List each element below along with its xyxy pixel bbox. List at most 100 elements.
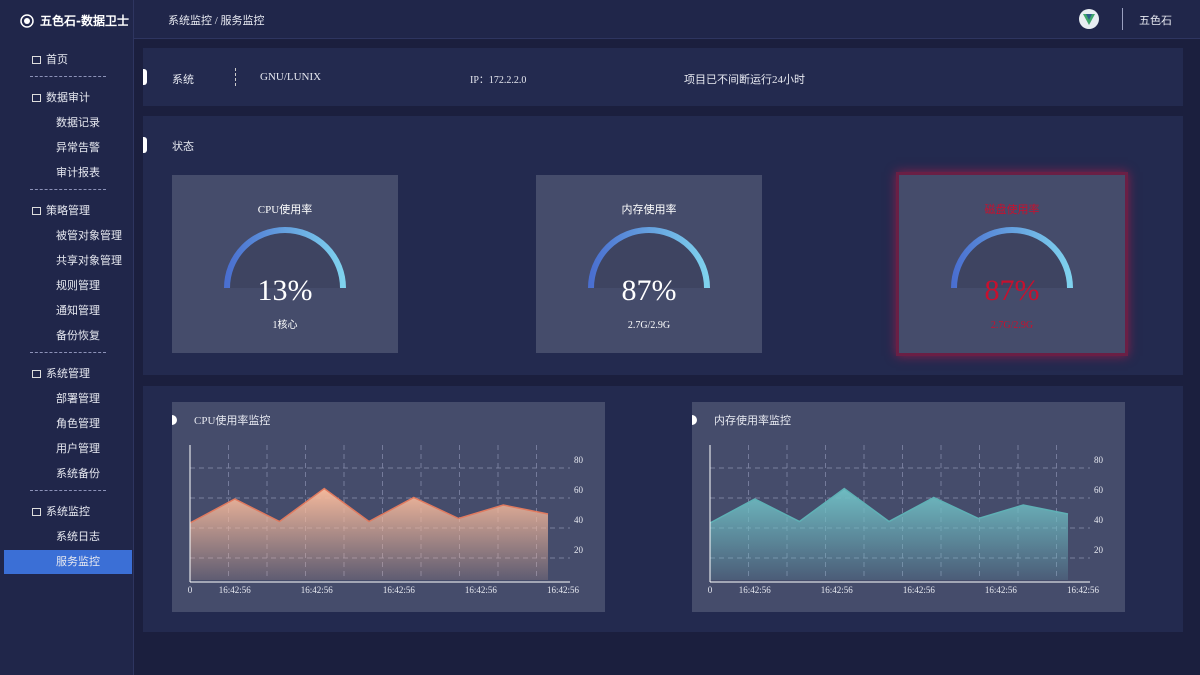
gauge-value: 87% [985,274,1040,307]
chart-card: 内存使用率监控 20 40 60 80 0 16:42:56 16:42:56 16:42:56… [692,402,1125,612]
menu-item[interactable]: 系统日志 [0,525,133,549]
x-tick-label: 0 [708,585,713,595]
x-tick-label: 16:42:56 [903,585,936,595]
menu-label: 数据审计 [46,92,90,104]
chart-title: CPU使用率监控 [194,413,270,427]
system-info: 系统 GNU/LUNIX IP：172.2.2.0 项目已不间断运行24小时 [143,48,1183,106]
menu-label: 策略管理 [46,205,90,217]
menu-label: 备份恢复 [56,330,100,342]
chart-title: 内存使用率监控 [714,413,791,427]
area [190,488,548,580]
x-tick-label: 0 [188,585,193,595]
menu-item[interactable]: 异常告警 [0,136,133,160]
ip: IP：172.2.2.0 [470,75,527,86]
gauge-card: CPU使用率 13% 1核心 [172,175,398,353]
status-panel: 状态 CPU使用率 13% 1核心 内存使用率 87% 2.7G/2.9G 磁盘使用率 87%… [143,116,1183,375]
menu-item[interactable]: 被管对象管理 [0,224,133,248]
area [710,488,1068,580]
menu-group[interactable]: 策略管理 [0,199,133,223]
menu-label: 部署管理 [56,393,100,405]
menu-item[interactable]: 角色管理 [0,412,133,436]
menu-group[interactable]: 系统监控 [0,500,133,524]
menu-separator [30,490,106,491]
user-name[interactable]: 五色石 [1139,15,1172,27]
marker [692,415,697,425]
marker [143,137,147,153]
breadcrumb: 系统监控 / 服务监控 [168,15,265,27]
menu-label: 数据记录 [56,117,100,129]
x-tick-label: 16:42:56 [739,585,772,595]
x-tick-label: 16:42:56 [301,585,334,595]
menu-item[interactable]: 通知管理 [0,299,133,323]
x-tick-label: 16:42:56 [821,585,854,595]
menu-label: 用户管理 [56,443,100,455]
info-label: 系统 [172,74,194,86]
menu-item[interactable]: 共享对象管理 [0,249,133,273]
menu-label: 被管对象管理 [56,230,122,242]
menu-label: 系统备份 [56,468,100,480]
monitor-panel: CPU使用率监控 20 40 60 80 0 16:42:56 16:42:56 16:42:5… [143,386,1183,632]
area-chart: CPU使用率监控 20 40 60 80 0 16:42:56 16:42:56 16:42:5… [172,413,584,595]
y-tick-label: 20 [574,545,584,555]
menu-label: 系统日志 [56,531,100,543]
x-tick-label: 16:42:56 [465,585,498,595]
menu-label: 审计报表 [56,167,100,179]
y-tick-label: 80 [574,455,584,465]
gauge-value: 87% [622,274,677,307]
menu-item[interactable]: 备份恢复 [0,324,133,348]
gauge: 内存使用率 87% 2.7G/2.9G [588,202,710,331]
logo-icon [20,14,34,28]
x-tick-label: 16:42:56 [985,585,1018,595]
y-tick-label: 40 [574,515,584,525]
marker [172,415,177,425]
menu-item[interactable]: 服务监控 [4,550,132,574]
chart-card: CPU使用率监控 20 40 60 80 0 16:42:56 16:42:56 16:42:5… [172,402,605,612]
gauge-title: 内存使用率 [622,202,677,216]
divider [1122,8,1123,30]
x-tick-label: 16:42:56 [1067,585,1100,595]
menu-icon [32,94,41,102]
gauge-detail: 2.7G/2.9G [628,320,670,331]
header: 系统监控 / 服务监控 五色石 [134,0,1200,39]
avatar[interactable] [1078,8,1100,30]
y-tick-label: 40 [1094,515,1104,525]
gauge-arc [588,227,710,289]
uptime: 项目已不间断运行24小时 [684,74,805,86]
line [189,487,549,524]
x-tick-label: 16:42:56 [383,585,416,595]
menu-separator [30,352,106,353]
menu-icon [32,56,41,64]
gauge-card: 磁盘使用率 87% 2.7G/2.9G [899,175,1125,353]
menu-label: 服务监控 [56,556,100,568]
menu-item[interactable]: 用户管理 [0,437,133,461]
gauge: CPU使用率 13% 1核心 [224,202,346,331]
menu-label: 角色管理 [56,418,100,430]
menu-item[interactable]: 数据记录 [0,111,133,135]
menu-label: 共享对象管理 [56,255,122,267]
logo-text: 五色石-数据卫士 [40,14,129,28]
gauge-title: 磁盘使用率 [985,202,1040,216]
menu-label: 规则管理 [56,280,100,292]
menu-label: 通知管理 [56,305,100,317]
gauge-detail: 2.7G/2.9G [991,320,1033,331]
menu-label: 首页 [46,54,68,66]
menu-icon [32,207,41,215]
menu-group[interactable]: 数据审计 [0,86,133,110]
menu-item[interactable]: 审计报表 [0,161,133,185]
menu-item[interactable]: 部署管理 [0,387,133,411]
menu-label: 系统管理 [46,368,90,380]
divider [235,68,236,86]
line [709,487,1069,524]
y-tick-label: 80 [1094,455,1104,465]
menu-group[interactable]: 首页 [0,48,133,72]
y-tick-label: 60 [1094,485,1104,495]
menu-group[interactable]: 系统管理 [0,362,133,386]
gauge-value: 13% [258,274,313,307]
menu-item[interactable]: 系统备份 [0,462,133,486]
sidebar: 五色石-数据卫士 首页数据审计数据记录异常告警审计报表策略管理被管对象管理 共享对… [0,0,134,675]
menu-item[interactable]: 规则管理 [0,274,133,298]
x-tick-label: 16:42:56 [219,585,252,595]
gauge-face [954,230,1070,288]
menu-label: 异常告警 [56,142,100,154]
